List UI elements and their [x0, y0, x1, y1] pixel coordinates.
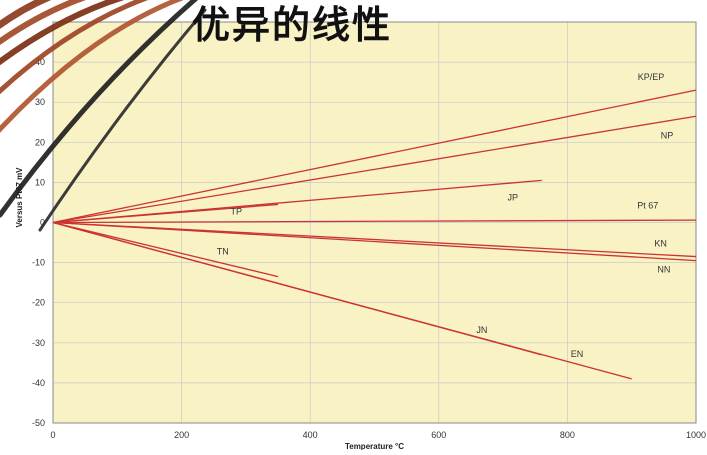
cable-strand: [0, 0, 149, 95]
y-tick-label: 0: [40, 218, 45, 228]
series-label-nn: NN: [657, 265, 670, 275]
series-label-jp: JP: [507, 192, 518, 202]
y-tick-label: -30: [32, 338, 45, 348]
series-labels: KP/EP NP JP TP Pt 67 KN NN TN JN EN: [217, 72, 674, 359]
series-label-tn: TN: [217, 247, 229, 257]
y-tick-label: 10: [35, 177, 45, 187]
series-line-nn: [52, 221, 697, 262]
x-tick-label: 400: [303, 430, 318, 440]
x-tick-label: 800: [560, 430, 575, 440]
y-tick-label: -40: [32, 378, 45, 388]
y-tick-label: -20: [32, 298, 45, 308]
page-heading: 优异的线性: [192, 3, 393, 47]
x-tick-label: 0: [50, 430, 55, 440]
series-line-pt-67: [52, 219, 697, 224]
x-tick-label: 600: [431, 430, 446, 440]
series-line-tp: [52, 203, 279, 224]
series-line-np: [52, 115, 697, 224]
thermocouple-cable-image: [0, 0, 207, 232]
x-axis-label: Temperature °C: [345, 442, 404, 450]
series-line-kp-ep: [52, 89, 697, 224]
x-tick-label: 1000: [686, 430, 706, 440]
series-label-jn: JN: [476, 325, 487, 335]
series-lines: [52, 89, 697, 380]
series-line-en: [52, 221, 632, 380]
y-tick-label: -50: [32, 418, 45, 428]
series-label-pt-67: Pt 67: [637, 200, 658, 210]
cable-strand: [0, 0, 86, 46]
series-label-kn: KN: [654, 239, 667, 249]
cable-strand: [0, 0, 199, 218]
y-tick-label: 20: [35, 137, 45, 147]
cable-strand: [0, 0, 52, 29]
y-axis-label: Versus Pt67 mV: [15, 167, 24, 228]
series-label-kp-ep: KP/EP: [638, 72, 665, 82]
x-tick-label: 200: [174, 430, 189, 440]
series-label-np: NP: [661, 130, 674, 140]
cable-strand: [38, 8, 207, 232]
series-label-en: EN: [571, 349, 584, 359]
y-tick-label: 40: [35, 57, 45, 67]
series-line-kn: [52, 221, 697, 258]
y-tick-label: 30: [35, 97, 45, 107]
series-line-tn: [52, 221, 279, 278]
y-tick-label: -10: [32, 258, 45, 268]
cable-strand: [0, 0, 125, 66]
series-label-tp: TP: [230, 206, 242, 216]
cable-strand: [0, 0, 184, 133]
